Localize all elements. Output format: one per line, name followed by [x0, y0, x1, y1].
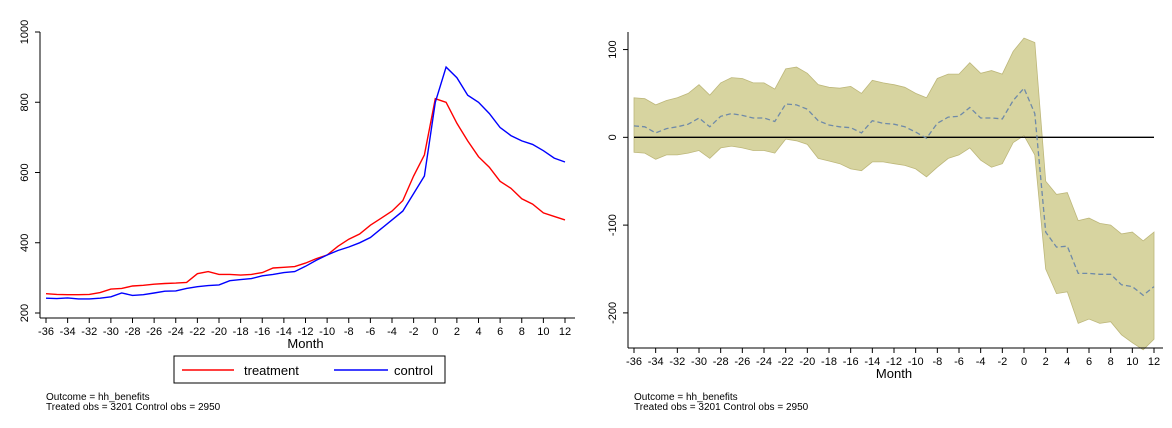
- y-tick-label: -100: [607, 214, 619, 236]
- series-line-control: [45, 65, 566, 300]
- x-tick-label: -2: [997, 356, 1007, 368]
- x-tick-label: 2: [1043, 356, 1049, 368]
- y-tick-label: 0: [607, 134, 619, 140]
- x-tick-label: 10: [537, 326, 549, 338]
- x-tick-label: -30: [691, 356, 707, 368]
- x-tick-label: 4: [1064, 356, 1070, 368]
- x-tick-label: 12: [1148, 356, 1160, 368]
- y-tick-label: -200: [607, 302, 619, 324]
- y-tick-label: 100: [607, 40, 619, 58]
- x-tick-label: -10: [319, 326, 335, 338]
- x-tick-label: 4: [475, 326, 481, 338]
- x-tick-label: -36: [626, 356, 642, 368]
- x-tick-label: -24: [168, 326, 184, 338]
- x-tick-label: -16: [254, 326, 270, 338]
- confidence-band: [633, 37, 1155, 351]
- x-tick-label: -6: [954, 356, 964, 368]
- y-tick-label: 1000: [19, 20, 31, 44]
- x-tick-label: -22: [189, 326, 205, 338]
- x-tick-label: -36: [38, 326, 54, 338]
- x-tick-label: -32: [669, 356, 685, 368]
- x-tick-label: -32: [81, 326, 97, 338]
- x-tick-label: -14: [276, 326, 292, 338]
- x-tick-label: -6: [365, 326, 375, 338]
- note-outcome: Outcome = hh_benefits: [634, 392, 738, 403]
- series-line-treatment: [45, 97, 566, 296]
- x-tick-label: -18: [821, 356, 837, 368]
- x-tick-label: -26: [146, 326, 162, 338]
- x-tick-label: -16: [843, 356, 859, 368]
- chart-right-panel: -200 -100 0 100 -36 -34 -32 -30 -28 -26 -24 -22 -20-…: [590, 4, 1170, 424]
- estimate-line: [633, 86, 1155, 297]
- x-tick-label: -8: [344, 326, 354, 338]
- x-tick-label: -26: [734, 356, 750, 368]
- x-tick-label: 0: [432, 326, 438, 338]
- x-tick-label: 6: [497, 326, 503, 338]
- x-tick-label: 8: [1108, 356, 1114, 368]
- x-tick-label: -34: [60, 326, 76, 338]
- x-tick-label: -34: [648, 356, 664, 368]
- y-tick-label: 200: [19, 304, 31, 322]
- x-tick-label: -20: [211, 326, 227, 338]
- x-tick-label: -4: [976, 356, 986, 368]
- legend-label-treatment: treatment: [244, 363, 299, 378]
- x-tick-label: -24: [756, 356, 772, 368]
- x-tick-label: 0: [1021, 356, 1027, 368]
- x-tick-label: -14: [864, 356, 880, 368]
- x-tick-label: -18: [233, 326, 249, 338]
- x-tick-label: 6: [1086, 356, 1092, 368]
- note-outcome: Outcome = hh_benefits: [46, 392, 150, 403]
- x-axis-title: Month: [876, 366, 912, 381]
- x-tick-label: 2: [454, 326, 460, 338]
- x-tick-label: -4: [387, 326, 397, 338]
- x-tick-label: -12: [886, 356, 902, 368]
- note-obs: Treated obs = 3201 Control obs = 2950: [46, 402, 221, 413]
- x-tick-label: -30: [103, 326, 119, 338]
- note-obs: Treated obs = 3201 Control obs = 2950: [634, 402, 809, 413]
- x-tick-label: 10: [1126, 356, 1138, 368]
- x-tick-label: -28: [713, 356, 729, 368]
- x-tick-label: -12: [298, 326, 314, 338]
- y-tick-label: 600: [19, 163, 31, 181]
- x-tick-label: 12: [559, 326, 571, 338]
- legend-label-control: control: [394, 363, 433, 378]
- x-tick-label: -8: [932, 356, 942, 368]
- x-tick-label: 8: [519, 326, 525, 338]
- x-tick-label: -2: [409, 326, 419, 338]
- y-tick-label: 800: [19, 93, 31, 111]
- chart-left-panel: 200 400 600 800 1000 -36 -34 -32 -30 -28 -26 -24 -22…: [2, 4, 582, 424]
- y-tick-label: 400: [19, 234, 31, 252]
- x-tick-label: -22: [778, 356, 794, 368]
- x-axis-title: Month: [287, 336, 323, 351]
- x-tick-label: -20: [799, 356, 815, 368]
- x-tick-label: -10: [908, 356, 924, 368]
- x-tick-label: -28: [125, 326, 141, 338]
